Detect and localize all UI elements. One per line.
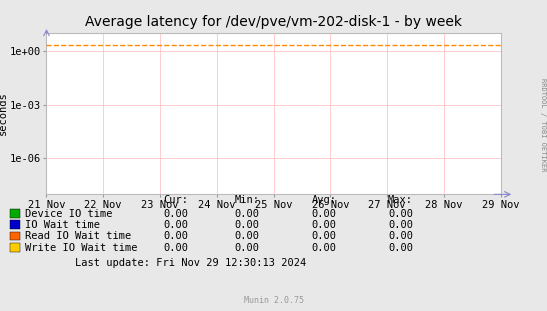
Text: Cur:: Cur: <box>164 195 189 205</box>
Text: 0.00: 0.00 <box>164 220 189 230</box>
Text: 0.00: 0.00 <box>311 231 336 241</box>
Text: Device IO time: Device IO time <box>25 209 112 219</box>
Text: Read IO Wait time: Read IO Wait time <box>25 231 131 241</box>
Text: 0.00: 0.00 <box>235 231 260 241</box>
Text: 0.00: 0.00 <box>388 243 413 253</box>
Text: 0.00: 0.00 <box>311 209 336 219</box>
Text: Avg:: Avg: <box>311 195 336 205</box>
Text: 0.00: 0.00 <box>164 243 189 253</box>
Text: Write IO Wait time: Write IO Wait time <box>25 243 137 253</box>
Text: 0.00: 0.00 <box>235 243 260 253</box>
Text: 0.00: 0.00 <box>235 220 260 230</box>
Title: Average latency for /dev/pve/vm-202-disk-1 - by week: Average latency for /dev/pve/vm-202-disk… <box>85 15 462 29</box>
Text: 0.00: 0.00 <box>388 231 413 241</box>
Text: 0.00: 0.00 <box>164 209 189 219</box>
Text: 0.00: 0.00 <box>388 220 413 230</box>
Text: RRDTOOL / TOBI OETIKER: RRDTOOL / TOBI OETIKER <box>540 78 546 171</box>
Y-axis label: seconds: seconds <box>0 92 8 135</box>
Text: 0.00: 0.00 <box>164 231 189 241</box>
Text: Min:: Min: <box>235 195 260 205</box>
Text: 0.00: 0.00 <box>311 243 336 253</box>
Text: Max:: Max: <box>388 195 413 205</box>
Text: 0.00: 0.00 <box>235 209 260 219</box>
Text: 0.00: 0.00 <box>311 220 336 230</box>
Text: 0.00: 0.00 <box>388 209 413 219</box>
Text: Last update: Fri Nov 29 12:30:13 2024: Last update: Fri Nov 29 12:30:13 2024 <box>75 258 306 268</box>
Text: Munin 2.0.75: Munin 2.0.75 <box>243 296 304 305</box>
Text: IO Wait time: IO Wait time <box>25 220 100 230</box>
